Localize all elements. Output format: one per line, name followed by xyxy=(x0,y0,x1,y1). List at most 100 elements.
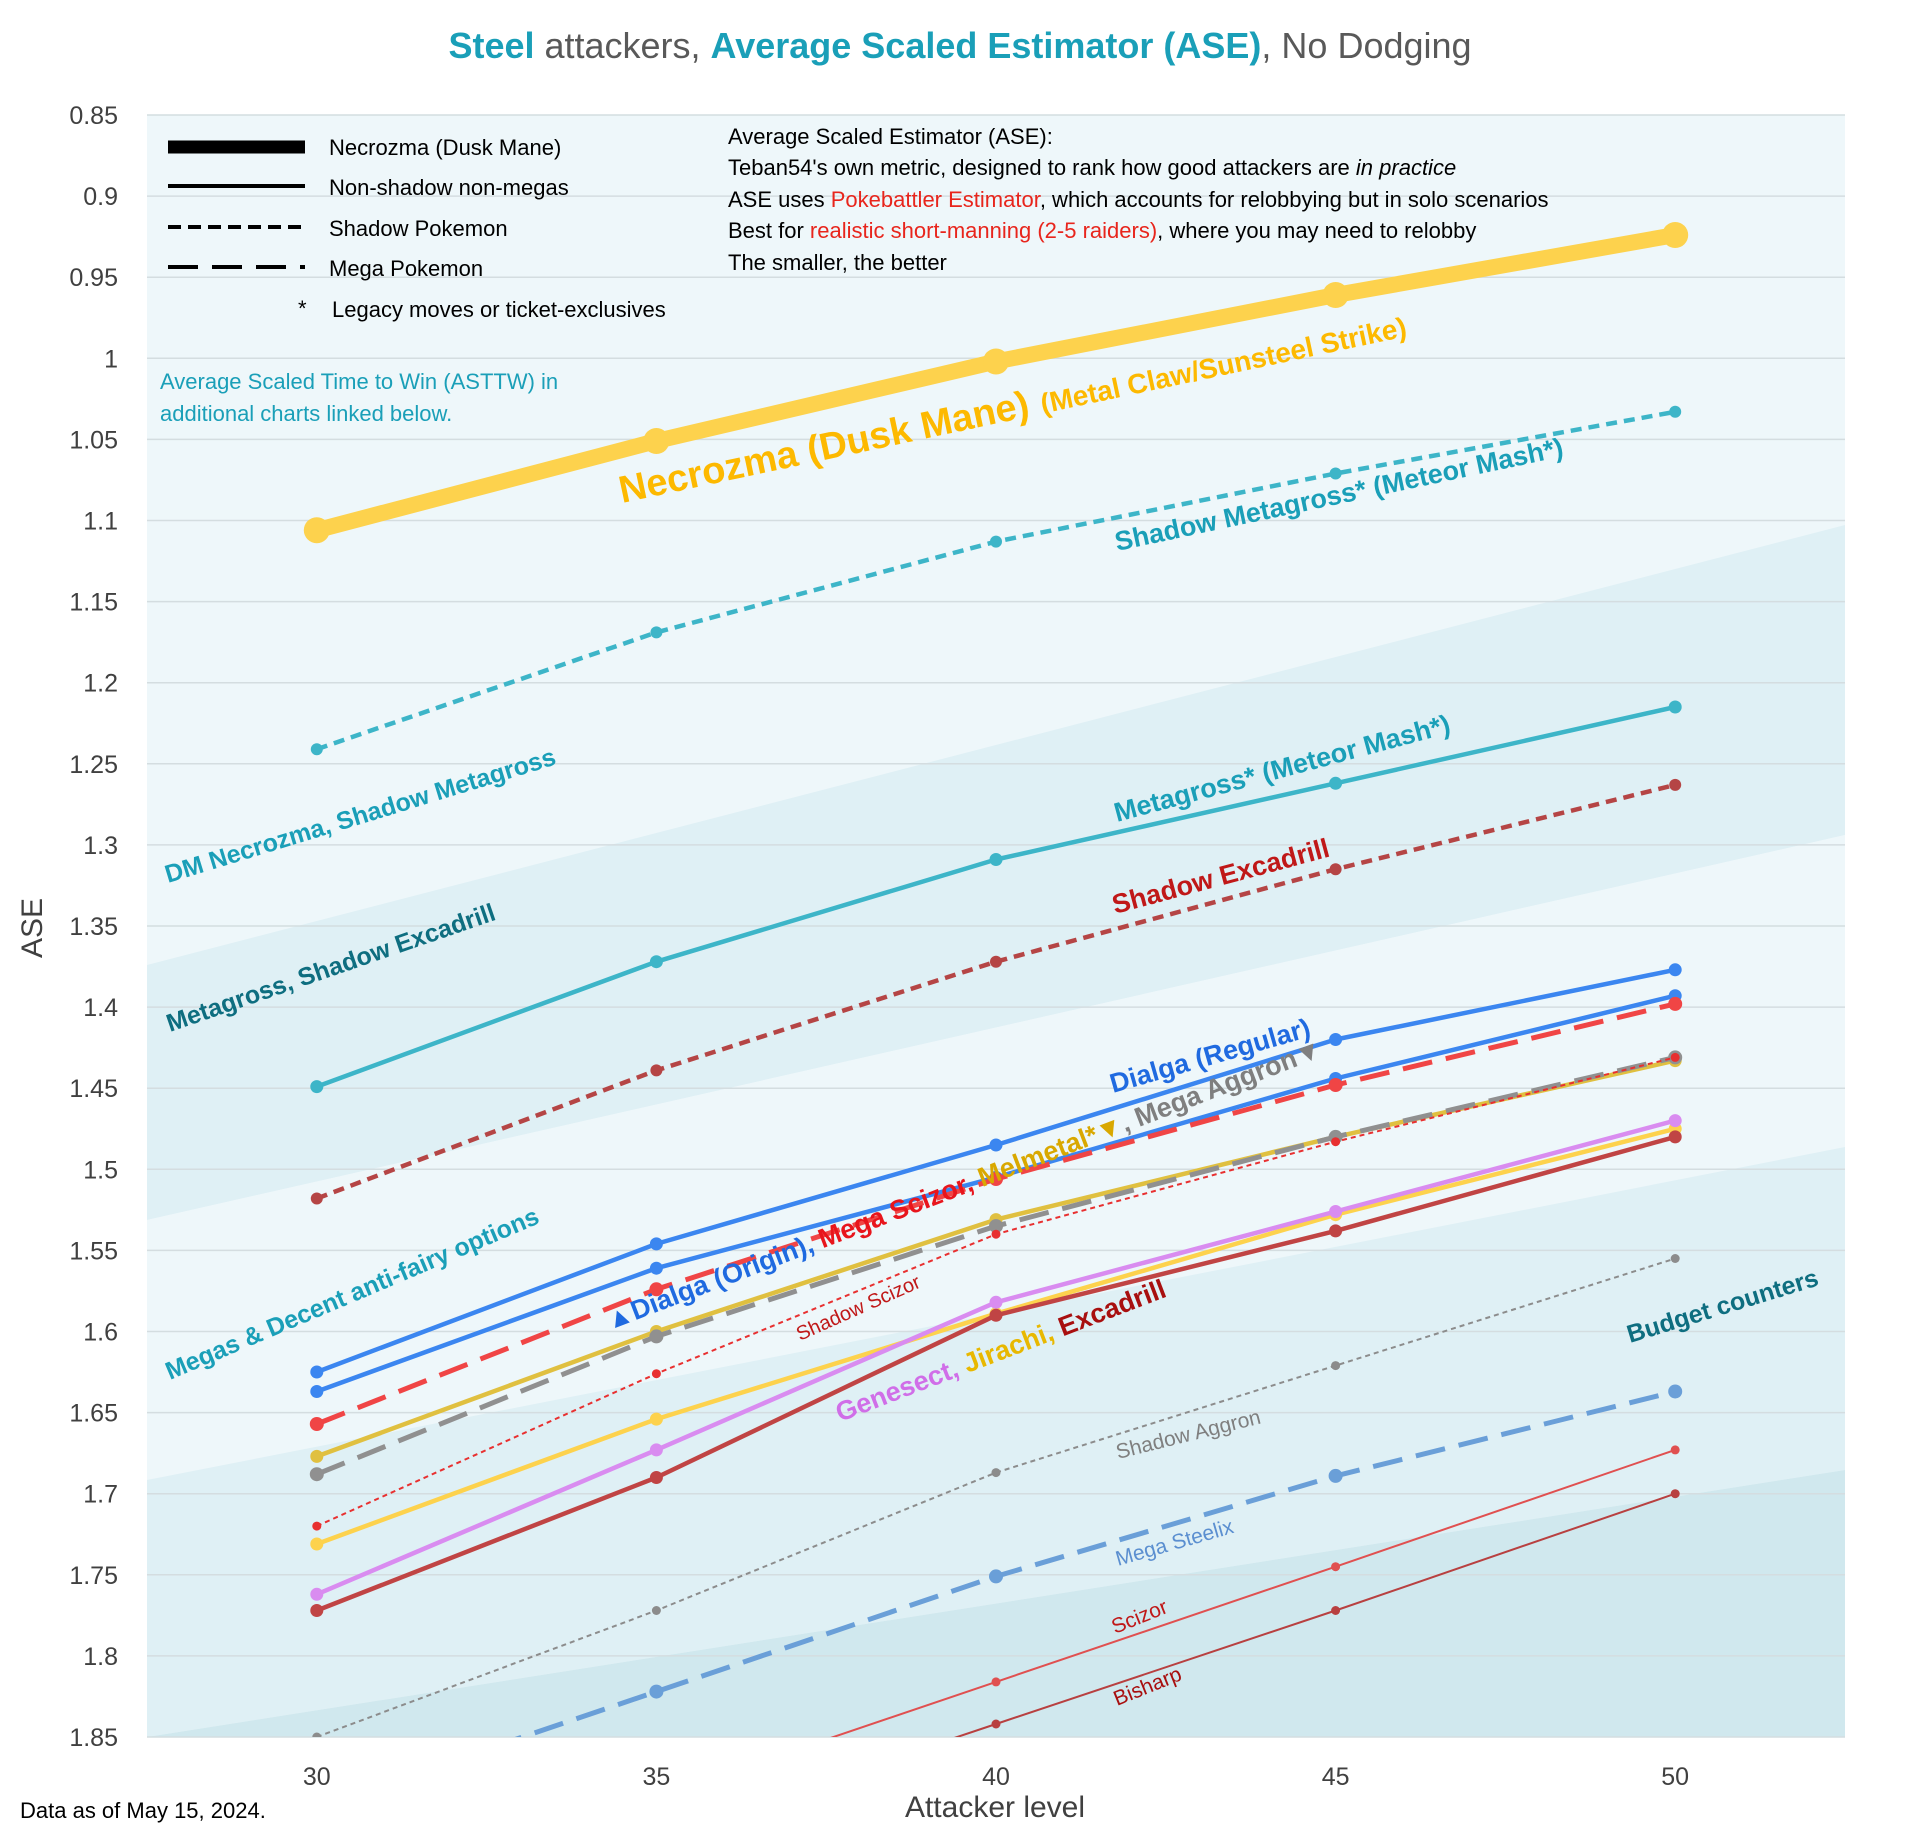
y-tick-label: 1.7 xyxy=(83,1481,118,1509)
series-line-scizor xyxy=(830,1448,1676,1737)
data-point-bisharp xyxy=(991,1719,1001,1729)
data-point-shadow-excadrill xyxy=(1329,863,1342,876)
asttw-note-line-2: additional charts linked below. xyxy=(160,401,452,426)
legend-star-symbol: * xyxy=(298,296,307,321)
y-tick-label: 0.85 xyxy=(69,102,118,130)
data-point-scizor xyxy=(1331,1562,1341,1572)
info-line-3c: , which accounts for relobbying but in s… xyxy=(1040,187,1549,212)
data-date-footnote: Data as of May 15, 2024. xyxy=(20,1798,266,1823)
data-point-shadow-excadrill xyxy=(310,1192,323,1205)
data-point-dialga-regular xyxy=(1668,963,1682,977)
info-line-4b: realistic short-manning (2-5 raiders) xyxy=(810,218,1157,243)
title-part3: Average Scaled Estimator (ASE) xyxy=(711,25,1262,66)
info-line-5: The smaller, the better xyxy=(728,250,947,275)
tier-bands xyxy=(147,525,1845,1737)
data-point-shadow-metagross xyxy=(1329,467,1342,480)
data-point-excadrill xyxy=(310,1604,324,1617)
data-point-genesect xyxy=(649,1443,663,1457)
series-shadow-scizor xyxy=(312,1052,1680,1531)
y-tick-label: 1.4 xyxy=(83,994,118,1022)
y-tick-label: 1.3 xyxy=(83,832,118,860)
data-point-genesect xyxy=(989,1295,1003,1309)
data-point-metagross xyxy=(1329,776,1343,790)
legend-label-longdash: Mega Pokemon xyxy=(329,256,483,281)
info-line-2: Teban54's own metric, designed to rank h… xyxy=(728,155,1456,180)
data-point-genesect xyxy=(1668,1114,1682,1128)
data-point-dialga-regular xyxy=(989,1138,1003,1152)
x-tick-label: 35 xyxy=(642,1763,670,1791)
y-tick-label: 1.2 xyxy=(83,670,118,698)
data-point-shadow-scizor xyxy=(1331,1137,1341,1147)
series-genesect xyxy=(310,1114,1682,1601)
tier-band-2 xyxy=(147,835,1845,1480)
series-line-shadow-excadrill xyxy=(316,782,1676,1201)
y-tick-label: 1.8 xyxy=(83,1643,118,1671)
data-point-melmetal xyxy=(310,1449,324,1463)
axis-ticks: 0.85 0.9 0.95 1 1.05 1.1 1.15 1.2 1.25 1.3 1.35 1.4… xyxy=(69,102,1689,1791)
data-point-necrozma-dusk-mane xyxy=(983,348,1009,375)
data-point-bisharp xyxy=(1670,1489,1680,1499)
data-point-excadrill xyxy=(649,1471,663,1484)
title-part4: , No Dodging xyxy=(1261,25,1471,66)
data-point-metagross xyxy=(1668,700,1682,714)
series-dialga-regular xyxy=(310,963,1682,1379)
info-line-1: Average Scaled Estimator (ASE): xyxy=(728,124,1053,149)
data-point-shadow-metagross xyxy=(990,535,1002,548)
data-point-mega-steelix xyxy=(989,1569,1003,1584)
title-part1: Steel xyxy=(448,25,534,66)
info-line-4c: , where you may need to relobby xyxy=(1157,218,1476,243)
data-point-necrozma-dusk-mane xyxy=(1662,222,1689,248)
data-point-excadrill xyxy=(989,1308,1003,1322)
series-scizor xyxy=(830,1445,1680,1737)
y-tick-label: 1.6 xyxy=(83,1319,118,1347)
data-point-excadrill xyxy=(1668,1130,1682,1144)
legend-label-thick: Necrozma (Dusk Mane) xyxy=(329,135,561,160)
tier-band-3 xyxy=(147,1147,1845,1737)
y-tick-label: 0.95 xyxy=(69,264,118,292)
gridlines xyxy=(147,114,1845,1738)
data-point-shadow-scizor xyxy=(991,1229,1001,1239)
data-point-shadow-scizor xyxy=(651,1369,661,1379)
legend-label-solid: Non-shadow non-megas xyxy=(329,175,569,200)
series-lines xyxy=(303,222,1689,1737)
series-line-bisharp xyxy=(954,1492,1676,1737)
info-line-3: ASE uses Pokebattler Estimator, which ac… xyxy=(728,187,1549,212)
data-point-dialga-origin xyxy=(649,1261,663,1275)
data-point-shadow-metagross xyxy=(1669,405,1682,418)
info-line-2a: Teban54's own metric, designed to rank h… xyxy=(728,155,1356,180)
data-point-mega-steelix xyxy=(1668,1384,1683,1399)
data-point-shadow-aggron xyxy=(651,1606,661,1615)
data-point-bisharp xyxy=(1331,1606,1341,1615)
series-metagross xyxy=(310,700,1682,1094)
y-tick-label: 1.45 xyxy=(69,1075,118,1103)
legend-label-star: Legacy moves or ticket-exclusives xyxy=(332,297,666,322)
y-tick-label: 1.75 xyxy=(69,1562,118,1590)
legend: Necrozma (Dusk Mane) Non-shadow non-mega… xyxy=(168,135,666,322)
data-point-shadow-metagross xyxy=(310,743,323,756)
y-tick-label: 1.25 xyxy=(69,751,118,779)
x-tick-label: 50 xyxy=(1661,1763,1689,1791)
data-point-dialga-regular xyxy=(310,1365,324,1379)
y-tick-label: 1.65 xyxy=(69,1400,118,1428)
data-point-shadow-metagross xyxy=(650,626,663,639)
series-shadow-metagross xyxy=(310,405,1682,756)
data-point-jirachi xyxy=(649,1412,663,1426)
data-point-genesect xyxy=(310,1587,324,1601)
y-tick-label: 1.1 xyxy=(83,508,118,536)
tier-band-1 xyxy=(147,525,1845,1220)
series-mega-aggron xyxy=(309,1050,1683,1482)
data-point-shadow-aggron xyxy=(991,1468,1001,1478)
data-point-dialga-regular xyxy=(649,1237,663,1251)
data-point-scizor xyxy=(991,1677,1001,1687)
x-tick-label: 30 xyxy=(303,1763,331,1791)
series-excadrill xyxy=(310,1130,1682,1617)
data-point-mega-scizor xyxy=(649,1282,664,1297)
data-point-genesect xyxy=(1329,1205,1343,1218)
y-tick-label: 1.55 xyxy=(69,1237,118,1265)
data-point-shadow-scizor xyxy=(1670,1052,1680,1062)
data-point-necrozma-dusk-mane xyxy=(643,428,670,454)
ase-info-box: Average Scaled Estimator (ASE): Teban54'… xyxy=(728,124,1549,275)
data-point-scizor xyxy=(1670,1445,1680,1455)
data-point-mega-scizor xyxy=(1668,996,1683,1011)
data-point-necrozma-dusk-mane xyxy=(303,517,330,544)
